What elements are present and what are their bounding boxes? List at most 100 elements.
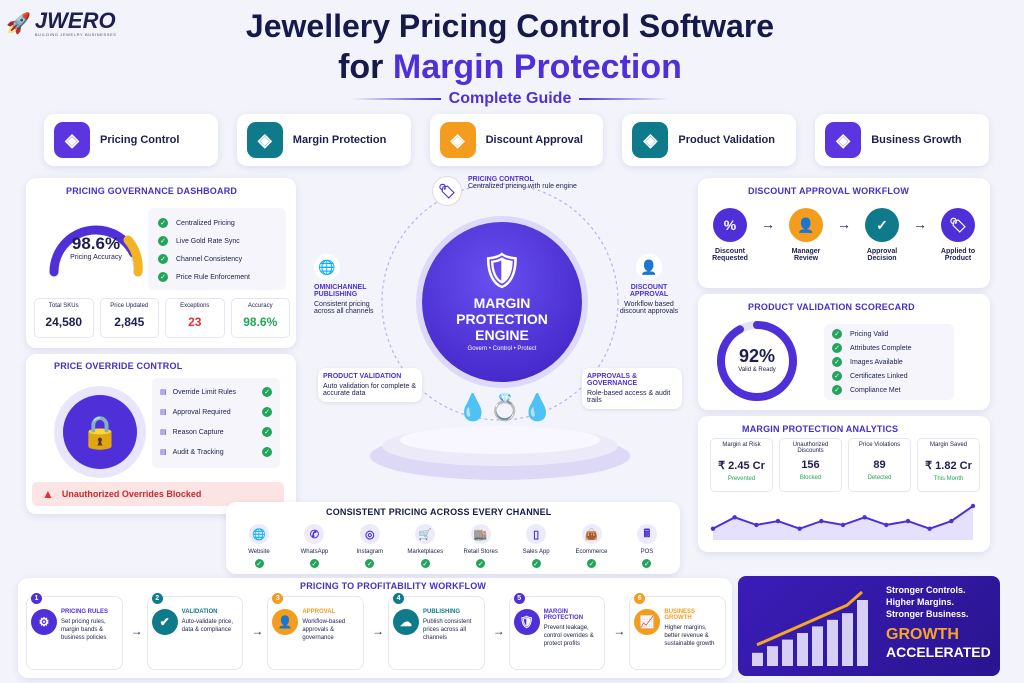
brand-tagline: BUILDING JEWELRY BUSINESSES [34, 32, 117, 37]
subtitle: Complete Guide [448, 90, 572, 107]
node-discount-approval: 👤 DISCOUNT APPROVAL Workflow based disco… [612, 254, 686, 315]
pill-3[interactable]: ◈ Product Validation [622, 114, 797, 166]
node-title: DISCOUNT APPROVAL [629, 284, 669, 298]
feature-pills: ◈ Pricing Control ◈ Margin Protection ◈ Disco… [44, 114, 989, 166]
check-label: Centralized Pricing [176, 219, 235, 227]
step-title: PUBLISHING [423, 609, 461, 615]
trend-point [905, 518, 911, 524]
brand-logo: 🚀 JWERO BUILDING JEWELRY BUSINESSES [6, 8, 117, 38]
brand-name: JWERO [34, 8, 116, 33]
step-title: BUSINESS GROWTH [664, 609, 696, 621]
analytics-label: Margin Saved [929, 442, 968, 448]
step-icon: % [713, 208, 747, 242]
step-label: Applied to Product [940, 248, 976, 262]
check-icon: ✓ [262, 407, 272, 417]
check-icon: ✓ [262, 447, 272, 457]
channel-label: Sales App [522, 549, 550, 555]
channel-item[interactable]: 🏬 Retail Stores ✓ [456, 524, 506, 568]
step-number: 1 [31, 593, 42, 604]
node-title: APPROVALS & GOVERNANCE [587, 373, 638, 387]
channel-item[interactable]: ✆ WhatsApp ✓ [289, 524, 339, 568]
lock-badge: 🔒 [54, 386, 146, 478]
arrow-icon: → [130, 624, 143, 638]
workflow-title: PRICING TO PROFITABILITY WORKFLOW [300, 581, 487, 591]
workflow-steps: 1 ⚙ PRICING RULES Set pricing rules, margin… [26, 593, 727, 670]
analytics-status: Detected [867, 475, 892, 481]
validation-score: 92% [738, 346, 776, 366]
check-icon: ✓ [365, 559, 375, 568]
check-icon: ✓ [832, 343, 842, 353]
channel-item[interactable]: 🖩 POS ✓ [622, 524, 672, 568]
accuracy-gauge [49, 225, 143, 277]
node-desc: Auto validation for complete & accurate … [323, 383, 416, 397]
discount-steps: % Discount Requested → 👤 Manager Review → ✓ App… [704, 208, 984, 262]
clipboard-check-icon: ◈ [632, 122, 669, 158]
step-icon: 📈 [634, 609, 661, 635]
discount-title: DISCOUNT APPROVAL WORKFLOW [748, 186, 910, 196]
channel-label: Ecommerce [575, 549, 608, 555]
step-icon: ⚙ [31, 609, 57, 635]
engine-diagram: 🛡 MARGIN PROTECTION ENGINE Govern • Cont… [300, 170, 700, 500]
channel-label: Retail Stores [463, 549, 498, 555]
shield-icon: ◈ [54, 122, 90, 158]
node-title: OMNICHANNEL PUBLISHING [314, 284, 367, 298]
node-approvals-governance: APPROVALS & GOVERNANCE Role-based access… [582, 368, 682, 409]
arrow-icon: → [761, 216, 775, 232]
channel-icon: ✆ [304, 524, 325, 544]
override-control: PRICE OVERRIDE CONTROL 🔒 ▤ Override Limit… [26, 354, 296, 514]
step-label: Approval Decision [866, 248, 898, 262]
discount-step: 👤 Manager Review [780, 208, 832, 262]
tag-icon: 🏷 [432, 176, 462, 206]
node-desc: Workflow based discount approvals [619, 301, 679, 315]
arrow-icon: → [492, 624, 505, 638]
check-icon: ✓ [158, 218, 168, 228]
trend-point [754, 522, 759, 528]
step-title: VALIDATION [181, 609, 218, 615]
channel-icon: 👜 [581, 524, 602, 544]
dashboard-check-item: ✓ Centralized Pricing [158, 214, 276, 232]
workflow-step: 3 👤 APPROVAL Workflow-based approvals & gov… [267, 593, 365, 670]
gauge-value: 98.6% [71, 234, 121, 253]
pill-0[interactable]: ◈ Pricing Control [44, 114, 218, 166]
pill-2[interactable]: ◈ Discount Approval [429, 114, 604, 166]
step-icon: 👤 [272, 609, 299, 635]
growth-bar [782, 639, 793, 666]
analytics-card: Margin at Risk ₹ 2.45 Cr Prevented [710, 438, 773, 492]
check-icon: ✓ [158, 236, 168, 246]
check-icon: ✓ [476, 559, 486, 568]
check-label: Channel Consistency [176, 255, 243, 263]
growth-footer: ACCELERATED [886, 644, 991, 660]
trend-point [970, 503, 976, 509]
validation-checklist: ✓ Pricing Valid ✓ Attributes Complete ✓ Image… [824, 324, 954, 400]
arrow-icon: → [372, 624, 385, 638]
shield-check-icon: ◈ [246, 122, 283, 158]
stat-value: 98.6% [243, 315, 278, 329]
channels-panel: CONSISTENT PRICING ACROSS EVERY CHANNEL … [226, 502, 680, 574]
channel-item[interactable]: 🛒 Marketplaces ✓ [400, 524, 450, 568]
check-icon: ✓ [262, 387, 272, 397]
pill-4[interactable]: ◈ Business Growth [815, 114, 989, 166]
check-icon: ✓ [832, 371, 842, 381]
channels-title: CONSISTENT PRICING ACROSS EVERY CHANNEL [326, 507, 552, 517]
channel-item[interactable]: 🌐 Website ✓ [234, 524, 284, 568]
channel-item[interactable]: ◎ Instagram ✓ [345, 524, 395, 568]
jewellery-display: 💧💍💧 [440, 392, 570, 423]
channel-item[interactable]: ▯ Sales App ✓ [511, 524, 561, 568]
node-omnichannel: 🌐 OMNICHANNEL PUBLISHING Consistent pric… [314, 254, 390, 315]
analytics-value: 156 [801, 459, 820, 471]
validation-check-item: ✓ Pricing Valid [832, 327, 946, 341]
analytics-value: ₹ 1.82 Cr [925, 460, 972, 472]
channel-label: WhatsApp [300, 549, 329, 555]
validation-title: PRODUCT VALIDATION SCORECARD [748, 302, 915, 312]
stat-label: Accuracy [247, 303, 273, 309]
step-icon: ✔ [151, 609, 178, 635]
chart-icon: ◈ [825, 122, 862, 158]
growth-bar [842, 613, 853, 666]
channel-item[interactable]: 👜 Ecommerce ✓ [567, 524, 617, 568]
approval-icon: ◈ [439, 122, 476, 158]
trend-point [927, 526, 932, 531]
analytics-title: MARGIN PROTECTION ANALYTICS [742, 424, 899, 434]
growth-bar-chart [752, 590, 868, 666]
pill-1[interactable]: ◈ Margin Protection [236, 114, 411, 166]
check-icon: ✓ [832, 329, 842, 339]
